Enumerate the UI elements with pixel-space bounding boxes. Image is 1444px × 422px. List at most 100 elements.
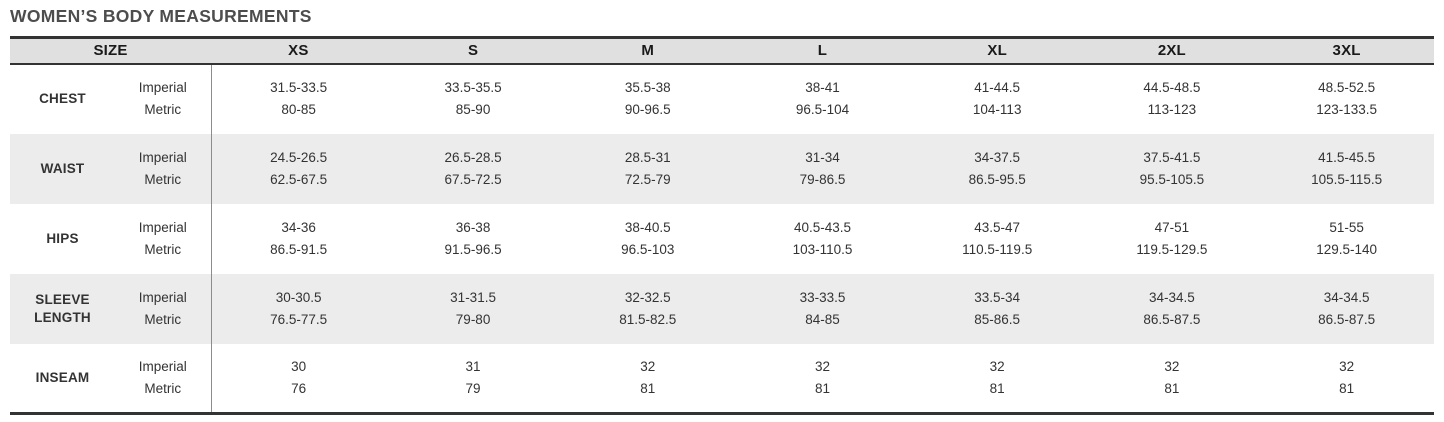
value-cell: 26.5-28.5 67.5-72.5 [385, 133, 561, 204]
metric-value: 62.5-67.5 [270, 171, 328, 187]
imperial-value: 34-34.5 [1323, 289, 1370, 305]
measurement-row: WAIST Imperial Metric 24.5-26.5 62.5-67.5 26.… [10, 133, 1434, 204]
imperial-value: 33-33.5 [799, 289, 846, 305]
metric-value: 105.5-115.5 [1311, 171, 1383, 187]
metric-value: 76.5-77.5 [270, 311, 328, 327]
metric-value: 79 [465, 380, 481, 396]
imperial-value: 34-36 [281, 219, 316, 235]
metric-value: 81 [814, 380, 830, 396]
metric-value: 96.5-104 [795, 102, 850, 117]
value-cell: 35.5-38 90-96.5 [560, 64, 735, 134]
metric-value: 86.5-91.5 [270, 241, 328, 257]
value-cell: 41.5-45.5 105.5-115.5 [1259, 133, 1434, 204]
measurement-row: CHEST Imperial Metric 31.5-33.5 80-85 33.5-35… [10, 63, 1434, 134]
value-cell: 37.5-41.5 95.5-105.5 [1084, 133, 1260, 204]
metric-value: 86.5-95.5 [968, 171, 1026, 187]
metric-value: 79-80 [455, 311, 491, 327]
imperial-value: 32 [814, 358, 830, 374]
metric-value: 129.5-140 [1316, 241, 1378, 257]
imperial-value: 41.5-45.5 [1318, 149, 1376, 165]
value-cell: 32 81 [735, 344, 910, 414]
value-cell: 31 79 [386, 344, 561, 414]
unit-label-metric: Metric [144, 380, 182, 396]
metric-value: 72.5-79 [624, 171, 671, 187]
imperial-value: 36-38 [455, 219, 491, 235]
metric-value: 110.5-119.5 [962, 241, 1033, 257]
imperial-value: 38-41 [805, 80, 840, 95]
value-cell: 32 81 [910, 344, 1085, 414]
value-cell: 47-51 119.5-129.5 [1085, 204, 1260, 274]
unit-label-imperial: Imperial [138, 219, 187, 235]
value-cell: 43.5-47 110.5-119.5 [910, 204, 1085, 274]
value-cell: 31.5-33.5 80-85 [211, 64, 386, 134]
unit-label-imperial: Imperial [138, 149, 187, 165]
value-cell: 31-31.5 79-80 [385, 273, 561, 344]
value-cell: 34-34.5 86.5-87.5 [1259, 273, 1434, 344]
value-cell: 32 81 [1259, 344, 1434, 414]
imperial-value: 37.5-41.5 [1143, 149, 1201, 165]
unit-labels-cell: Imperial Metric [115, 63, 212, 134]
metric-value: 104-113 [972, 102, 1022, 117]
imperial-value: 48.5-52.5 [1318, 80, 1376, 95]
value-cell: 34-36 86.5-91.5 [211, 204, 386, 274]
imperial-value: 28.5-31 [624, 149, 671, 165]
imperial-value: 44.5-48.5 [1143, 80, 1201, 95]
measurement-row: INSEAM Imperial Metric 30 76 31 79 32 81 32 81 32 81… [10, 343, 1434, 414]
value-cell: 41-44.5 104-113 [910, 64, 1085, 134]
unit-label-imperial: Imperial [138, 289, 187, 305]
size-column-header: XS [211, 37, 386, 65]
value-cell: 32 81 [1085, 344, 1260, 414]
metric-value: 86.5-87.5 [1318, 311, 1376, 327]
imperial-value: 51-55 [1329, 219, 1364, 235]
value-cell: 24.5-26.5 62.5-67.5 [211, 133, 386, 204]
value-cell: 51-55 129.5-140 [1259, 204, 1434, 274]
metric-value: 81.5-82.5 [619, 311, 677, 327]
measurement-row: HIPS Imperial Metric 34-36 86.5-91.5 36-38 91.… [10, 203, 1434, 274]
metric-value: 103-110.5 [792, 241, 853, 257]
imperial-value: 31 [465, 358, 481, 374]
imperial-value: 26.5-28.5 [444, 149, 502, 165]
value-cell: 44.5-48.5 113-123 [1085, 64, 1260, 134]
imperial-value: 32 [1339, 358, 1355, 374]
value-cell: 31-34 79-86.5 [735, 133, 910, 204]
metric-value: 76 [291, 380, 307, 396]
unit-label-imperial: Imperial [138, 358, 187, 374]
value-cell: 32 81 [560, 344, 735, 414]
value-cell: 30 76 [211, 344, 386, 414]
imperial-value: 47-51 [1154, 219, 1190, 235]
value-cell: 33.5-34 85-86.5 [909, 273, 1085, 344]
measurement-row: SLEEVE LENGTH Imperial Metric 30-30.5 76.5-7… [10, 273, 1434, 344]
unit-labels-cell: Imperial Metric [115, 273, 212, 344]
imperial-value: 33.5-34 [974, 289, 1021, 305]
value-cell: 34-37.5 86.5-95.5 [909, 133, 1085, 204]
metric-value: 91.5-96.5 [444, 241, 502, 257]
value-cell: 33-33.5 84-85 [735, 273, 910, 344]
imperial-value: 34-37.5 [974, 149, 1021, 165]
imperial-value: 38-40.5 [624, 219, 671, 235]
row-label: INSEAM [35, 369, 90, 385]
metric-value: 67.5-72.5 [444, 171, 502, 187]
imperial-value: 35.5-38 [624, 80, 671, 95]
imperial-value: 30 [291, 358, 307, 374]
value-cell: 34-34.5 86.5-87.5 [1084, 273, 1260, 344]
value-cell: 40.5-43.5 103-110.5 [735, 204, 910, 274]
unit-labels-cell: Imperial Metric [115, 343, 212, 414]
value-cell: 28.5-31 72.5-79 [560, 133, 736, 204]
metric-value: 113-123 [1147, 102, 1197, 117]
unit-labels-cell: Imperial Metric [115, 133, 212, 204]
size-column-header: S [385, 37, 561, 65]
metric-value: 119.5-129.5 [1136, 241, 1208, 257]
value-cell: 38-40.5 96.5-103 [560, 204, 735, 274]
imperial-value: 30-30.5 [275, 289, 322, 305]
imperial-value: 24.5-26.5 [270, 149, 328, 165]
unit-label-imperial: Imperial [138, 80, 187, 95]
metric-value: 79-86.5 [799, 171, 846, 187]
metric-value: 85-86.5 [974, 311, 1021, 327]
row-label: CHEST [39, 91, 86, 106]
metric-value: 123-133.5 [1316, 102, 1378, 117]
value-cell: 36-38 91.5-96.5 [386, 204, 561, 274]
size-column-header: 3XL [1259, 37, 1434, 65]
imperial-value: 32-32.5 [624, 289, 671, 305]
row-label: SLEEVE LENGTH [10, 273, 115, 344]
imperial-value: 32 [640, 358, 656, 374]
